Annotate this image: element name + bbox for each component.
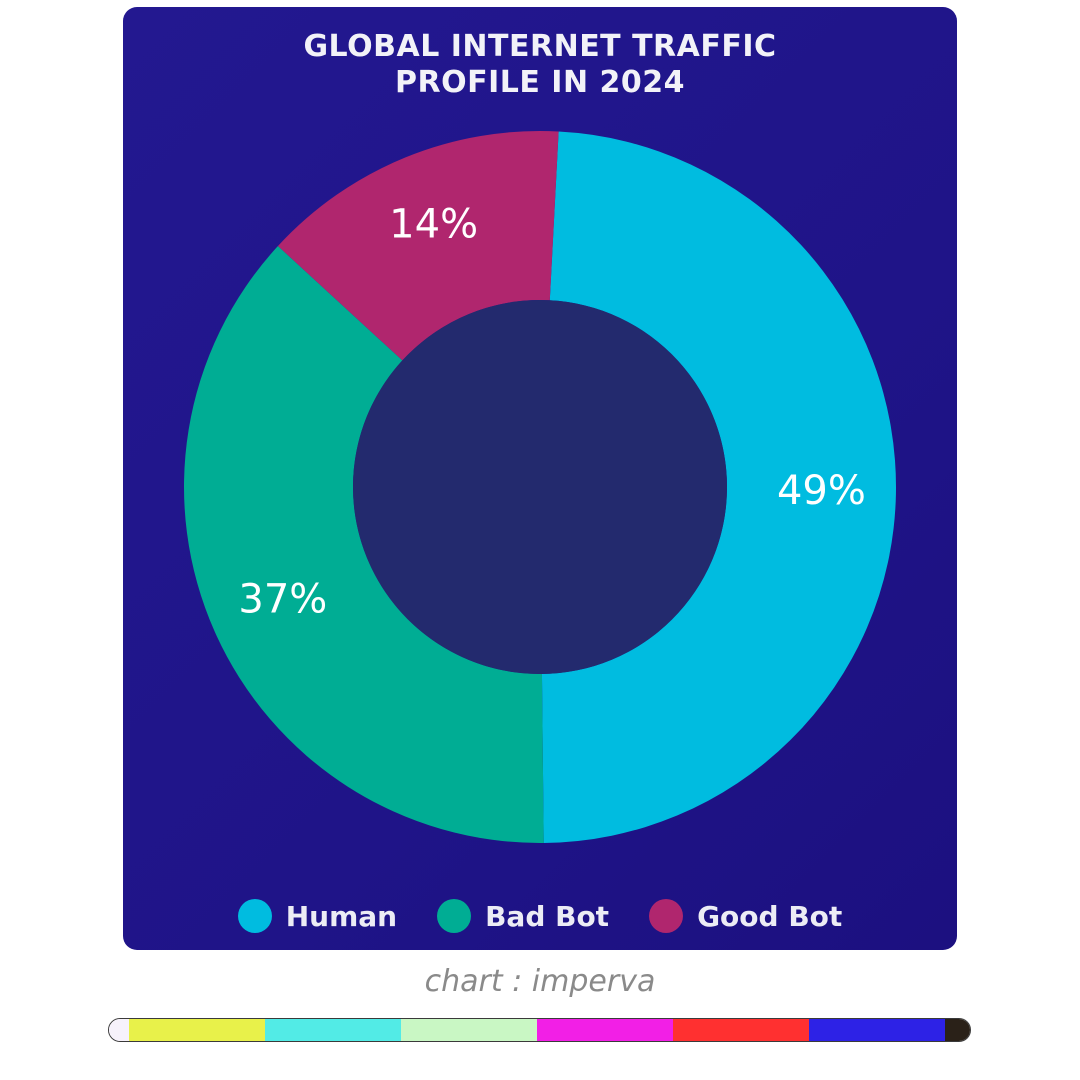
slice bbox=[541, 131, 896, 843]
legend-item: Human bbox=[237, 899, 398, 933]
slice bbox=[184, 246, 544, 843]
legend-label: Human bbox=[285, 899, 398, 933]
color-swatch bbox=[401, 1019, 537, 1041]
color-swatch bbox=[109, 1019, 129, 1041]
chart-card: GLOBAL INTERNET TRAFFIC PROFILE IN 2024 … bbox=[123, 7, 957, 950]
data-label: 14% bbox=[389, 201, 478, 247]
title-wrap: GLOBAL INTERNET TRAFFIC PROFILE IN 2024 bbox=[123, 29, 957, 101]
legend-label: Good Bot bbox=[697, 899, 843, 933]
slice bbox=[277, 131, 559, 361]
legend-swatch bbox=[649, 899, 684, 933]
color-swatch bbox=[673, 1019, 809, 1041]
decorative-color-bar bbox=[108, 1018, 971, 1042]
donut-chart: 49% 37% 14% bbox=[184, 131, 896, 843]
legend-label: Bad Bot bbox=[485, 899, 610, 933]
legend-item: Bad Bot bbox=[437, 899, 609, 933]
color-swatch bbox=[129, 1019, 265, 1041]
data-label: 49% bbox=[777, 468, 866, 514]
color-swatch bbox=[809, 1019, 945, 1041]
color-swatch bbox=[265, 1019, 401, 1041]
legend: Human Bad Bot Good Bot bbox=[123, 899, 957, 933]
color-swatch bbox=[945, 1019, 970, 1041]
data-label: 37% bbox=[238, 576, 327, 622]
source-note: chart : imperva bbox=[424, 964, 656, 999]
legend-swatch bbox=[437, 899, 472, 933]
donut-hole bbox=[353, 300, 727, 674]
color-swatch bbox=[537, 1019, 673, 1041]
legend-swatch bbox=[237, 899, 272, 933]
legend-item: Good Bot bbox=[649, 899, 842, 933]
chart-title: GLOBAL INTERNET TRAFFIC PROFILE IN 2024 bbox=[303, 29, 777, 100]
